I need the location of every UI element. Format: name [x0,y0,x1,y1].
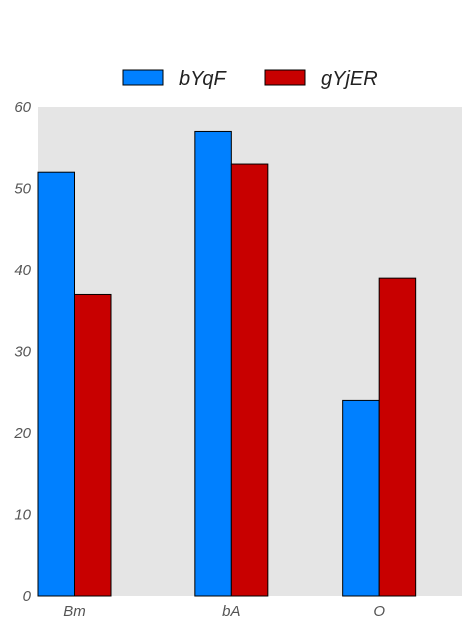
y-tick-label: 0 [23,588,32,605]
legend-label-1: gYjER [321,68,378,90]
y-tick-label: 50 [14,181,31,198]
bar-series-0-0 [37,171,75,597]
x-tick-label: Bm [63,603,86,620]
bar-series-1-2 [378,277,417,597]
y-tick-label: 60 [14,99,31,116]
y-axis-ticks: 0 10 20 30 40 50 60 [13,99,31,605]
y-tick-label: 40 [14,262,31,279]
legend: bYqF gYjER [122,68,378,90]
bars [37,130,417,597]
legend-swatch-0 [122,69,164,86]
y-tick-label: 10 [14,507,31,524]
x-tick-label: O [373,603,385,620]
legend-label-0: bYqF [179,68,227,90]
x-tick-label: bA [222,603,240,620]
bar-series-0-2 [342,399,380,597]
bar-series-1-0 [74,293,112,597]
y-tick-label: 20 [13,425,31,442]
y-tick-label: 30 [14,344,31,361]
bar-series-0-1 [194,130,232,597]
legend-swatch-1 [264,69,306,86]
x-axis-ticks: Bm bA O [63,603,385,620]
bar-series-1-1 [230,163,269,597]
